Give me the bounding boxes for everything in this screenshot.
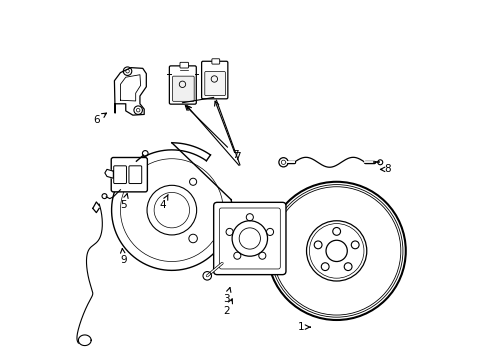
Text: 8: 8 xyxy=(380,165,390,174)
Text: 7: 7 xyxy=(185,105,239,160)
Text: 1: 1 xyxy=(297,322,309,332)
Polygon shape xyxy=(104,169,113,178)
FancyBboxPatch shape xyxy=(114,166,126,184)
FancyBboxPatch shape xyxy=(213,202,285,275)
FancyBboxPatch shape xyxy=(129,166,142,184)
Text: 2: 2 xyxy=(223,299,232,316)
FancyBboxPatch shape xyxy=(111,157,147,192)
FancyBboxPatch shape xyxy=(172,76,194,101)
Text: 3: 3 xyxy=(223,288,230,304)
FancyBboxPatch shape xyxy=(169,66,196,104)
Text: 9: 9 xyxy=(120,248,126,265)
FancyBboxPatch shape xyxy=(211,59,219,64)
FancyBboxPatch shape xyxy=(180,62,188,68)
FancyBboxPatch shape xyxy=(201,61,227,99)
Polygon shape xyxy=(114,68,146,115)
Text: 6: 6 xyxy=(93,113,106,125)
Text: 4: 4 xyxy=(160,194,168,210)
FancyBboxPatch shape xyxy=(204,72,225,96)
Polygon shape xyxy=(120,75,141,101)
Text: 7: 7 xyxy=(234,152,240,162)
Text: 5: 5 xyxy=(121,194,128,210)
